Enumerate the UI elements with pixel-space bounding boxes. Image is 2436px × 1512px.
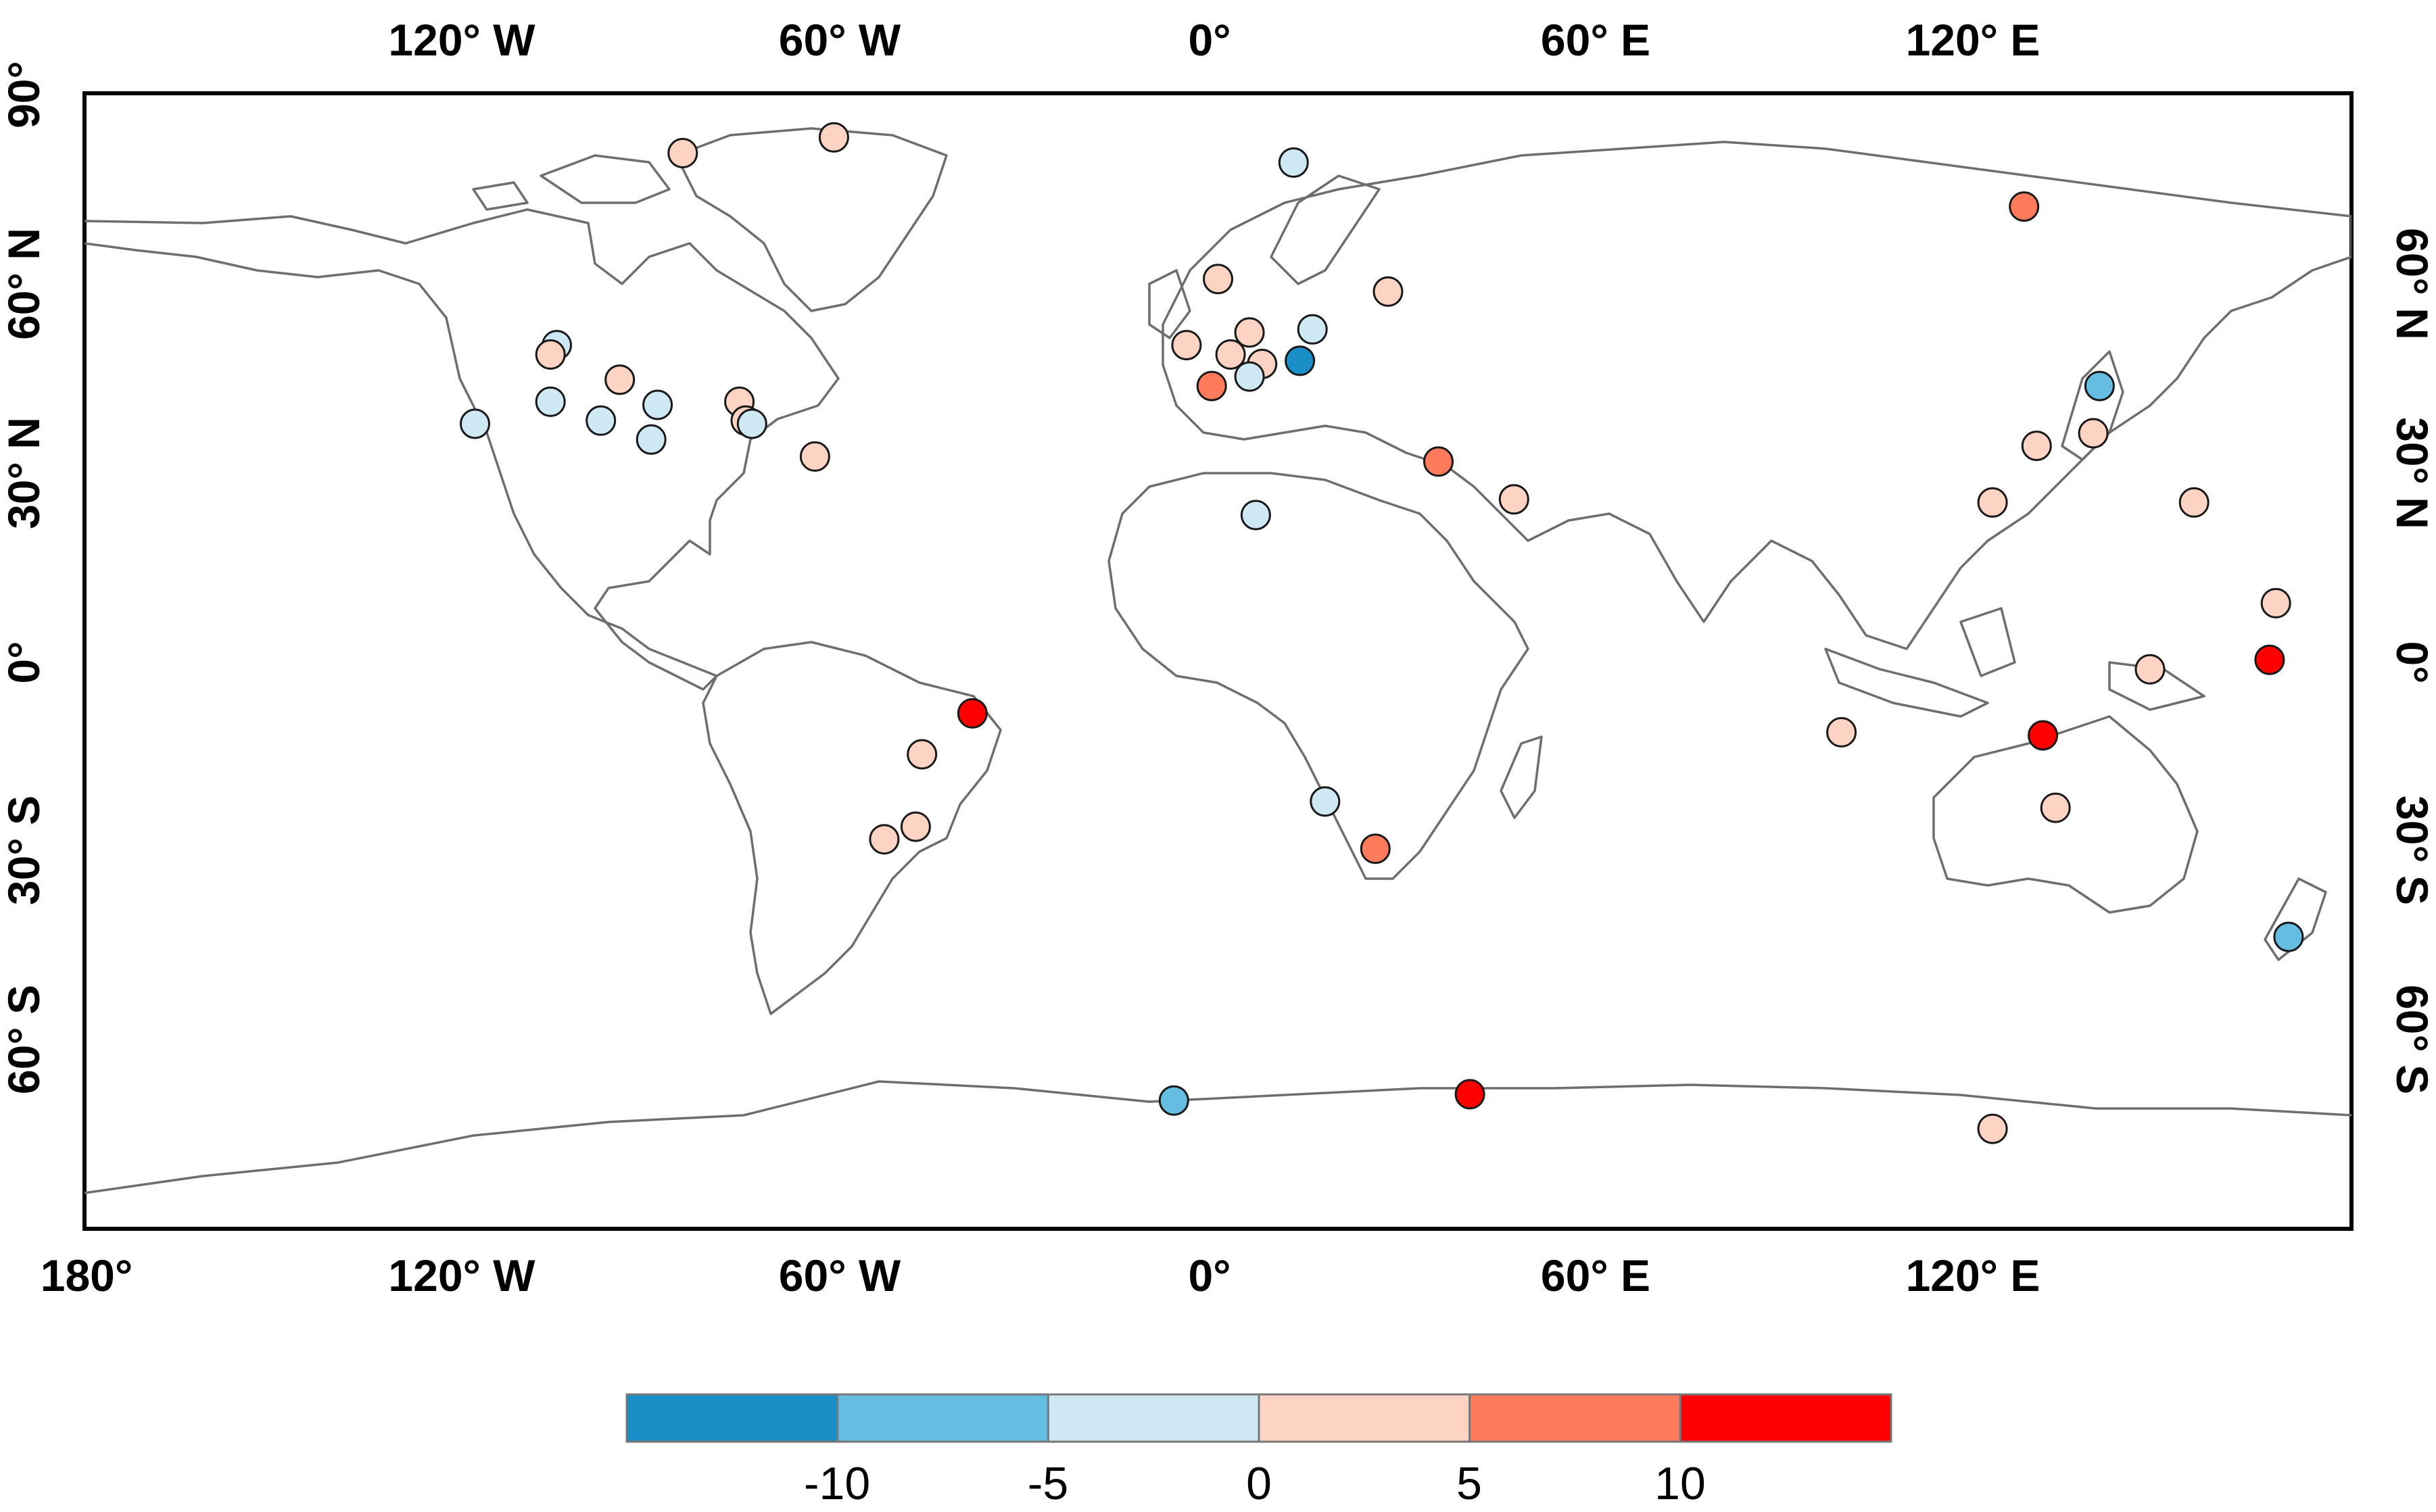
station-point bbox=[818, 122, 849, 153]
colorbar-segment bbox=[1258, 1393, 1471, 1443]
station-point bbox=[2084, 370, 2115, 401]
station-point bbox=[1240, 499, 1271, 531]
top-lon-label-120w: 120° W bbox=[388, 15, 535, 65]
coast-antarctica bbox=[85, 1080, 2351, 1194]
station-point bbox=[1158, 1085, 1189, 1116]
station-point bbox=[1454, 1079, 1485, 1110]
station-point bbox=[460, 408, 490, 439]
station-point bbox=[869, 824, 900, 855]
station-point bbox=[1360, 833, 1391, 864]
station-point bbox=[1285, 345, 1316, 376]
right-latitude-labels: 60° N 30° N 0° 30° S 60° S bbox=[2387, 228, 2436, 1094]
station-point bbox=[2260, 587, 2291, 618]
station-point bbox=[667, 138, 698, 168]
station-point bbox=[1196, 370, 1227, 401]
station-point bbox=[957, 698, 988, 729]
bottom-lon-label-120e: 120° E bbox=[1906, 1250, 2040, 1300]
colorbar-tick-labels: -10 -5 0 5 10 bbox=[804, 1458, 1706, 1509]
coast-british-isles bbox=[1148, 269, 1191, 339]
station-point bbox=[736, 408, 767, 439]
station-point bbox=[2178, 487, 2210, 518]
station-point bbox=[2273, 921, 2304, 952]
colorbar-label-minus10: -10 bbox=[804, 1458, 870, 1509]
station-point bbox=[2028, 720, 2059, 751]
top-lon-label-60w: 60° W bbox=[779, 15, 901, 65]
station-point bbox=[1234, 317, 1265, 348]
station-point bbox=[2021, 431, 2052, 462]
right-lat-label-0: 0° bbox=[2387, 641, 2436, 683]
station-point bbox=[799, 441, 830, 472]
station-point bbox=[1498, 484, 1529, 515]
colorbar-segment bbox=[625, 1393, 839, 1443]
station-point bbox=[1171, 330, 1202, 361]
station-point bbox=[604, 364, 636, 395]
top-longitude-labels: 120° W 60° W 0° 60° E 120° E bbox=[388, 15, 2040, 65]
station-point bbox=[1423, 446, 1454, 477]
left-lat-label-30s: 30° S bbox=[0, 796, 49, 905]
station-points bbox=[460, 122, 2304, 1144]
station-point bbox=[1826, 716, 1857, 748]
map-frame bbox=[82, 91, 2354, 1231]
left-lat-label-90: 90° bbox=[0, 61, 49, 128]
colorbar-label-0: 0 bbox=[1246, 1458, 1272, 1509]
station-point bbox=[1372, 276, 1404, 307]
bottom-lon-label-180: 180° bbox=[41, 1250, 133, 1300]
left-lat-label-30n: 30° N bbox=[0, 417, 49, 529]
right-lat-label-60n: 60° N bbox=[2387, 228, 2436, 340]
station-point bbox=[1977, 487, 2008, 518]
colorbar-segment bbox=[1047, 1393, 1260, 1443]
station-point bbox=[2134, 654, 2166, 685]
coast-south-america bbox=[702, 641, 1002, 1015]
top-lon-label-0: 0° bbox=[1188, 15, 1231, 65]
bottom-lon-label-120w: 120° W bbox=[388, 1250, 535, 1300]
station-point bbox=[1215, 339, 1246, 370]
right-lat-label-30n: 30° N bbox=[2387, 417, 2436, 529]
station-point bbox=[1310, 786, 1341, 817]
left-lat-label-60n: 60° N bbox=[0, 228, 49, 340]
station-point bbox=[2040, 792, 2071, 823]
station-point bbox=[2078, 418, 2109, 449]
right-lat-label-30s: 30° S bbox=[2387, 796, 2436, 905]
station-point bbox=[907, 739, 938, 770]
coast-north-america bbox=[85, 208, 840, 691]
station-point bbox=[1977, 1113, 2008, 1144]
station-point bbox=[1278, 147, 1309, 178]
station-point bbox=[2009, 191, 2040, 222]
coast-arctic-islands bbox=[472, 154, 671, 211]
station-point bbox=[636, 424, 667, 455]
bottom-lon-label-60w: 60° W bbox=[779, 1250, 901, 1300]
left-lat-label-60s: 60° S bbox=[0, 985, 49, 1094]
colorbar-segment bbox=[1468, 1393, 1681, 1443]
station-point bbox=[535, 386, 566, 417]
colorbar-label-5: 5 bbox=[1456, 1458, 1482, 1509]
coast-africa bbox=[1107, 472, 1529, 880]
colorbar-label-minus5: -5 bbox=[1028, 1458, 1068, 1509]
colorbar-segment bbox=[1679, 1393, 1892, 1443]
top-lon-label-120e: 120° E bbox=[1906, 15, 2040, 65]
right-lat-label-60s: 60° S bbox=[2387, 985, 2436, 1094]
colorbar bbox=[625, 1393, 1892, 1443]
station-point bbox=[900, 811, 931, 842]
coast-scandinavia bbox=[1270, 174, 1381, 285]
station-point bbox=[1203, 264, 1233, 295]
bottom-lon-label-60e: 60° E bbox=[1541, 1250, 1650, 1300]
land-outlines bbox=[85, 127, 2351, 1194]
station-point bbox=[535, 339, 566, 370]
station-point bbox=[586, 405, 617, 436]
station-point bbox=[1234, 361, 1265, 392]
coast-japan bbox=[2061, 350, 2124, 461]
station-point bbox=[1297, 314, 1328, 345]
left-lat-label-0: 0° bbox=[0, 641, 49, 683]
colorbar-label-10: 10 bbox=[1654, 1458, 1706, 1509]
colorbar-segment bbox=[836, 1393, 1049, 1443]
top-lon-label-60e: 60° E bbox=[1541, 15, 1650, 65]
station-point bbox=[2254, 644, 2285, 675]
coast-madagascar bbox=[1500, 735, 1543, 819]
bottom-longitude-labels: 180° 120° W 60° W 0° 60° E 120° E bbox=[41, 1250, 2040, 1300]
left-latitude-labels: 90° 60° N 30° N 0° 30° S 60° S bbox=[0, 61, 49, 1094]
bottom-lon-label-0: 0° bbox=[1188, 1250, 1231, 1300]
station-point bbox=[642, 389, 673, 420]
